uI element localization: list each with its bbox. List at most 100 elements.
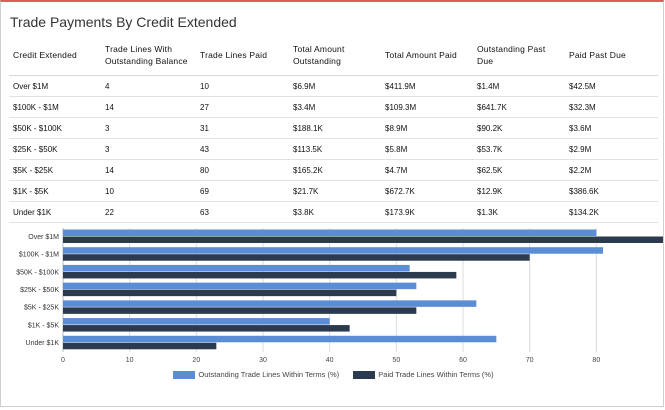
- table-cell: 3: [101, 138, 196, 160]
- legend-item-outstanding[interactable]: Outstanding Trade Lines Within Terms (%): [173, 370, 339, 379]
- legend-swatch-outstanding: [173, 370, 196, 379]
- legend-label-outstanding: Outstanding Trade Lines Within Terms (%): [198, 370, 340, 379]
- table-cell: 4: [101, 75, 196, 97]
- bar-paid[interactable]: [63, 342, 217, 350]
- y-category-label: Over $1M: [28, 234, 59, 241]
- bar-outstanding[interactable]: [63, 318, 330, 325]
- col-header-total-amount-outstanding: Total Amount Outstanding: [289, 35, 381, 76]
- table-cell: $3.6M: [565, 117, 658, 139]
- table-cell: $165.2K: [289, 159, 381, 181]
- table-cell: $5K - $25K: [9, 159, 101, 181]
- x-tick-label: 10: [126, 357, 134, 364]
- bar-paid[interactable]: [63, 325, 350, 332]
- y-category-label: $1K - $5K: [28, 322, 59, 329]
- bar-outstanding[interactable]: [63, 335, 497, 343]
- legend-label-paid: Paid Trade Lines Within Terms (%): [378, 370, 494, 379]
- x-tick-label: 70: [526, 357, 534, 364]
- table-cell: 27: [196, 96, 289, 118]
- table-row: $50K - $100K 3 31 $188.1K $8.9M $90.2K $…: [9, 117, 658, 139]
- legend-swatch-paid: [353, 370, 376, 379]
- table-cell: $8.9M: [381, 117, 473, 139]
- x-tick-label: 50: [392, 357, 400, 364]
- bar-outstanding[interactable]: [63, 247, 603, 254]
- table-row: Over $1M 4 10 $6.9M $411.9M $1.4M $42.5M: [9, 75, 658, 97]
- table-cell: $173.9K: [381, 201, 473, 223]
- table-row: $25K - $50K 3 43 $113.5K $5.8M $53.7K $2…: [9, 138, 658, 160]
- col-header-trade-lines-outstanding: Trade Lines With Outstanding Balance: [101, 35, 196, 76]
- table-cell: $2.9M: [565, 138, 658, 160]
- bar-paid[interactable]: [63, 289, 397, 297]
- table-cell: 10: [101, 180, 196, 202]
- table-cell: $21.7K: [289, 180, 381, 202]
- table-cell: $1K - $5K: [9, 180, 101, 202]
- bar-paid[interactable]: [63, 254, 530, 261]
- x-tick-label: 80: [592, 357, 600, 364]
- table-cell: $134.2K: [565, 201, 658, 223]
- table-cell: $411.9M: [381, 75, 473, 97]
- x-tick-label: 20: [192, 357, 200, 364]
- legend-item-paid[interactable]: Paid Trade Lines Within Terms (%): [353, 370, 494, 379]
- col-header-paid-past-due: Paid Past Due: [565, 35, 658, 76]
- x-tick-label: 30: [259, 357, 267, 364]
- bar-outstanding[interactable]: [63, 300, 477, 307]
- table-cell: 14: [101, 96, 196, 118]
- table-header-row: Credit Extended Trade Lines With Outstan…: [9, 35, 658, 76]
- trade-payments-table: Credit Extended Trade Lines With Outstan…: [9, 35, 658, 223]
- table-cell: $53.7K: [473, 138, 565, 160]
- table-cell: $5.8M: [381, 138, 473, 160]
- bar-paid[interactable]: [63, 307, 417, 314]
- table-cell: $62.5K: [473, 159, 565, 181]
- table-cell: $2.2M: [565, 159, 658, 181]
- y-category-label: $50K - $100K: [16, 269, 59, 276]
- table-cell: $672.7K: [381, 180, 473, 202]
- table-cell: $32.3M: [565, 96, 658, 118]
- y-category-label: $5K - $25K: [24, 305, 59, 312]
- table-cell: $100K - $1M: [9, 96, 101, 118]
- table-row: $100K - $1M 14 27 $3.4M $109.3M $641.7K …: [9, 96, 658, 118]
- chart-legend: Outstanding Trade Lines Within Terms (%)…: [1, 370, 665, 381]
- table-cell: Over $1M: [9, 75, 101, 97]
- bar-paid[interactable]: [63, 236, 663, 244]
- bar-outstanding[interactable]: [63, 282, 417, 290]
- table-cell: $3.4M: [289, 96, 381, 118]
- table-cell: $90.2K: [473, 117, 565, 139]
- table-cell: $25K - $50K: [9, 138, 101, 160]
- x-tick-label: 0: [61, 357, 65, 364]
- table-cell: 14: [101, 159, 196, 181]
- table-cell: 10: [196, 75, 289, 97]
- table-cell: $12.9K: [473, 180, 565, 202]
- x-tick-label: 40: [326, 357, 334, 364]
- table-cell: $6.9M: [289, 75, 381, 97]
- table-cell: Under $1K: [9, 201, 101, 223]
- table-cell: $4.7M: [381, 159, 473, 181]
- table-cell: 31: [196, 117, 289, 139]
- table-cell: $1.3K: [473, 201, 565, 223]
- bar-outstanding[interactable]: [63, 264, 410, 272]
- table-cell: $42.5M: [565, 75, 658, 97]
- table-cell: $1.4M: [473, 75, 565, 97]
- table-cell: 43: [196, 138, 289, 160]
- col-header-outstanding-past-due: Outstanding Past Due: [473, 35, 565, 76]
- bar-chart: 0 10 20 30 40 50 60 70 80 Over $1M $100K - $1M $50K…: [16, 228, 663, 364]
- table-cell: $188.1K: [289, 117, 381, 139]
- table-cell: 22: [101, 201, 196, 223]
- col-header-total-amount-paid: Total Amount Paid: [381, 35, 473, 76]
- col-header-credit-extended: Credit Extended: [9, 35, 101, 76]
- bar-chart-container: 0 10 20 30 40 50 60 70 80 Over $1M $100K - $1M $50K…: [1, 224, 665, 410]
- table-cell: $3.8K: [289, 201, 381, 223]
- table-row: Under $1K 22 63 $3.8K $173.9K $1.3K $134…: [9, 201, 658, 223]
- bar-outstanding[interactable]: [63, 229, 597, 237]
- table-cell: 63: [196, 201, 289, 223]
- table-cell: 69: [196, 180, 289, 202]
- table-cell: $109.3M: [381, 96, 473, 118]
- table-cell: $386.6K: [565, 180, 658, 202]
- table-row: $1K - $5K 10 69 $21.7K $672.7K $12.9K $3…: [9, 180, 658, 202]
- table-row: $5K - $25K 14 80 $165.2K $4.7M $62.5K $2…: [9, 159, 658, 181]
- panel-title: Trade Payments By Credit Extended: [10, 14, 237, 30]
- x-tick-label: 60: [459, 357, 467, 364]
- y-category-label: $25K - $50K: [20, 287, 59, 294]
- col-header-trade-lines-paid: Trade Lines Paid: [196, 35, 289, 76]
- table-cell: $50K - $100K: [9, 117, 101, 139]
- bar-paid[interactable]: [63, 271, 457, 279]
- table-cell: $113.5K: [289, 138, 381, 160]
